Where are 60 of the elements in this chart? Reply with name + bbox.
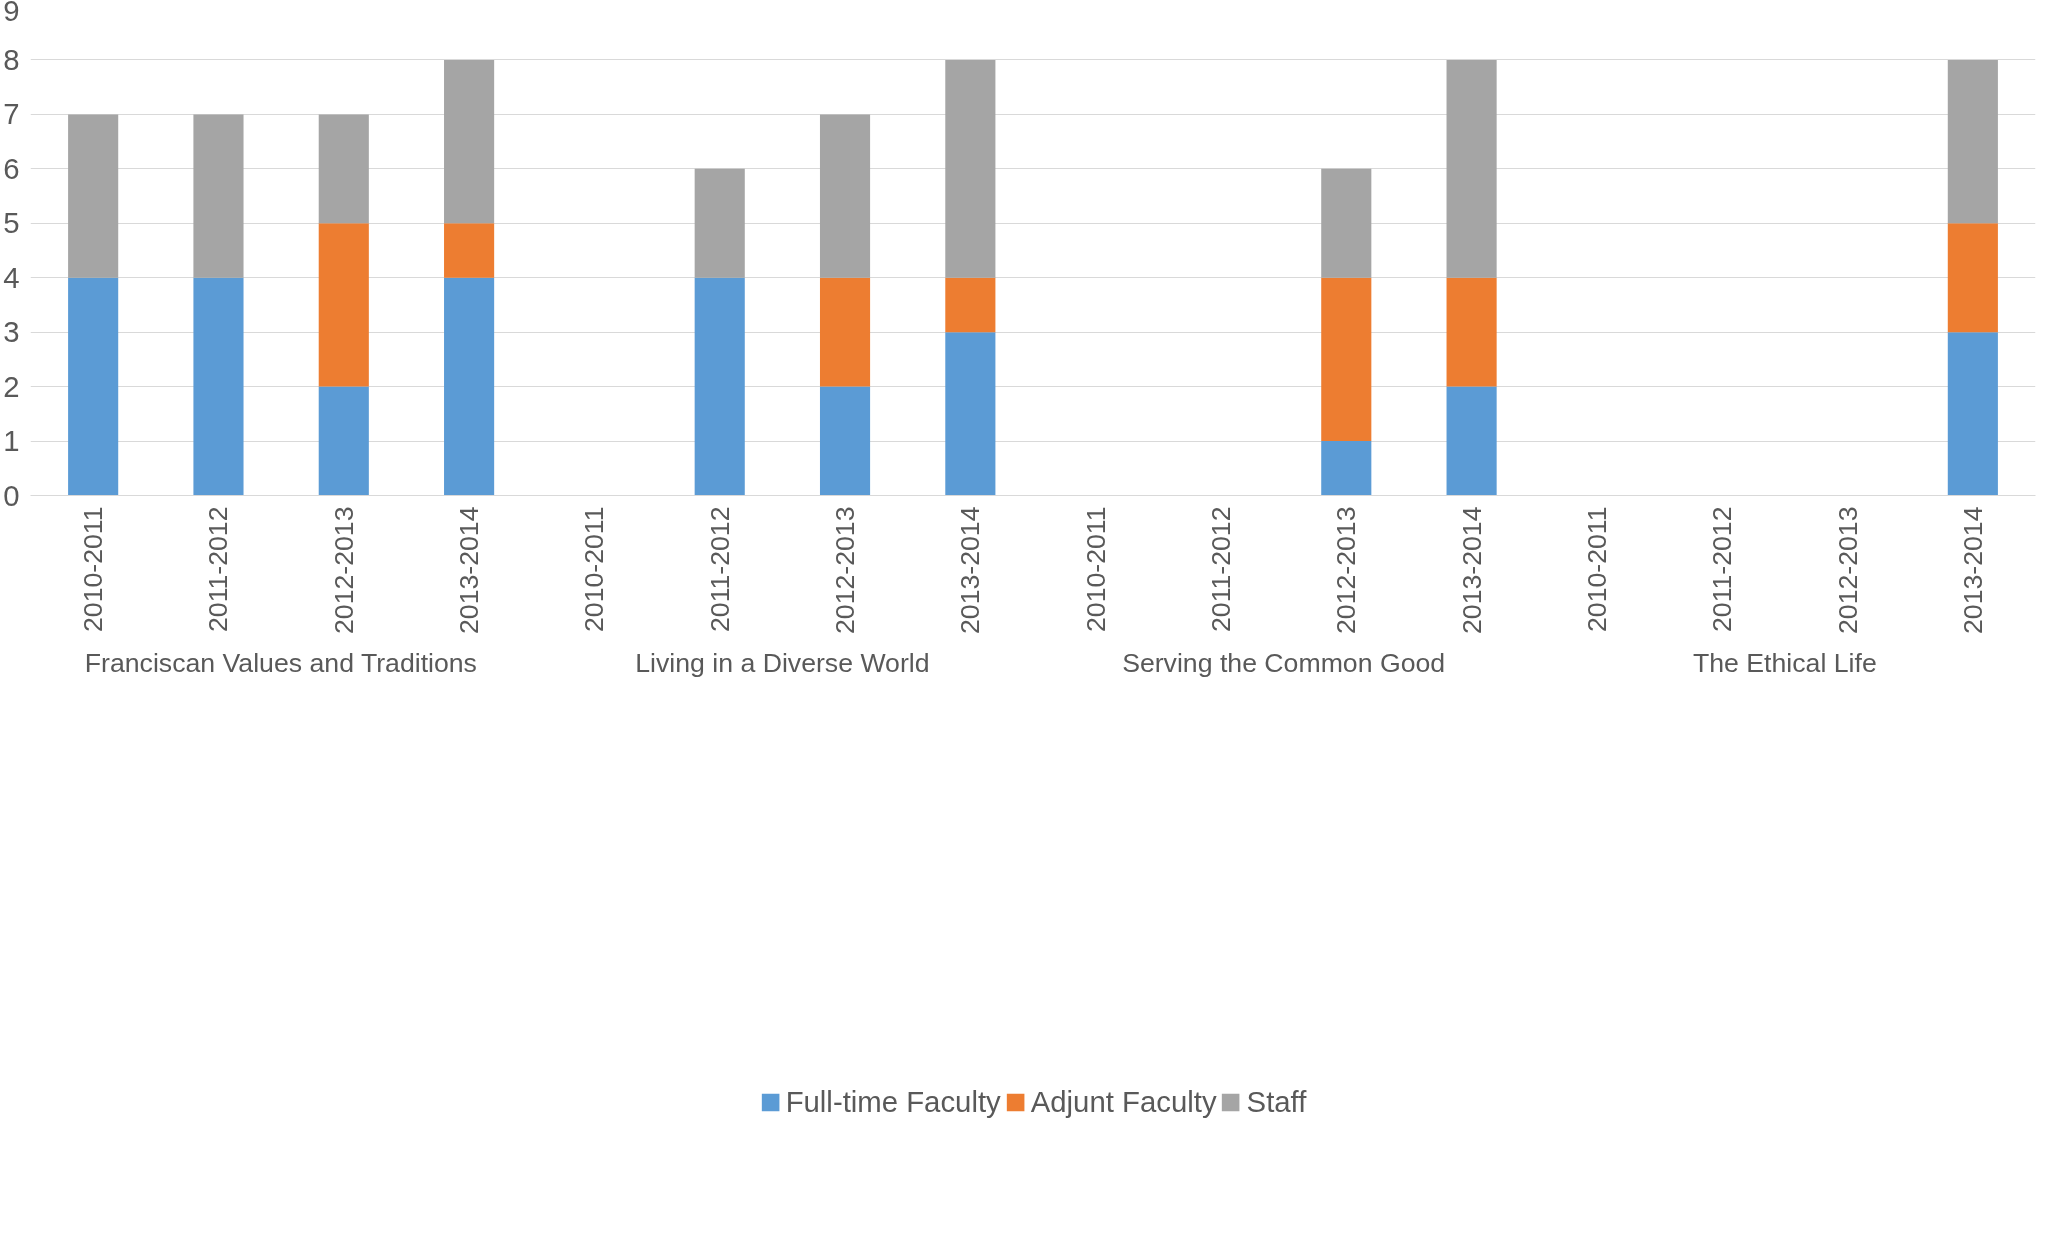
x-tick-label: 2011-2012 [1707,506,1738,632]
y-tick-label: 4 [3,260,20,294]
bar [1321,441,1372,496]
bar [68,277,119,496]
bar [193,277,244,496]
x-tick-label: 2012-2013 [830,506,861,634]
text: Serving the Common Good [1122,647,1446,678]
y-tick-label: 3 [3,315,20,349]
x-tick-label: 2010-2011 [78,506,109,632]
bar [1446,386,1497,496]
y-tick-label: 1 [3,424,20,458]
x-tick-label: 2013-2014 [1957,506,1988,634]
bar [945,332,996,496]
y-tick-label: 8 [3,42,20,76]
text: Franciscan Values and Traditions [84,647,477,678]
bar [819,114,871,278]
y-tick-label: 2 [3,369,20,403]
bar [444,223,495,278]
x-tick-label: 2010-2011 [1080,506,1111,632]
bar [819,386,871,496]
bar [68,114,119,278]
x-tick-label: 2012-2013 [1832,506,1863,634]
x-tick-label: 2011-2012 [203,506,234,632]
bar [819,277,871,387]
bar [193,114,244,278]
x-tick-label: 2013-2014 [1456,506,1487,634]
text: The Ethical Life [1693,647,1877,678]
bar [1321,168,1372,278]
bar [1446,59,1497,278]
bar [1947,332,1998,496]
bar [318,114,369,224]
y-tick-label: 6 [3,151,20,185]
legend-label: Staff [1246,1085,1307,1119]
bar [694,168,745,278]
y-tick-label: 7 [3,97,20,131]
legend-label: Adjunt Faculty [1030,1085,1217,1119]
bar [444,277,495,496]
bar [945,59,996,278]
y-tick-label: 5 [3,206,20,240]
legend-label: Full-time Faculty [785,1085,1001,1119]
x-tick-label: 2012-2013 [1331,506,1362,634]
bar [1947,59,1998,224]
x-tick-label: 2013-2014 [955,506,986,634]
bar [318,386,369,496]
bar [945,277,996,333]
y-tick-label: 9 [3,0,20,27]
bar [1947,223,1998,333]
bar [1321,277,1372,442]
bar [318,223,369,387]
x-tick-label: 2010-2011 [579,506,610,632]
x-tick-label: 2013-2014 [454,506,485,634]
bar [444,59,495,224]
x-tick-label: 2010-2011 [1581,506,1612,632]
bar [694,277,745,496]
x-tick-label: 2011-2012 [1205,506,1236,632]
bar [1446,277,1497,387]
x-tick-label: 2012-2013 [328,506,359,634]
text: Living in a Diverse World [635,647,930,678]
y-tick-label: 0 [3,478,20,512]
x-tick-label: 2011-2012 [704,506,735,632]
